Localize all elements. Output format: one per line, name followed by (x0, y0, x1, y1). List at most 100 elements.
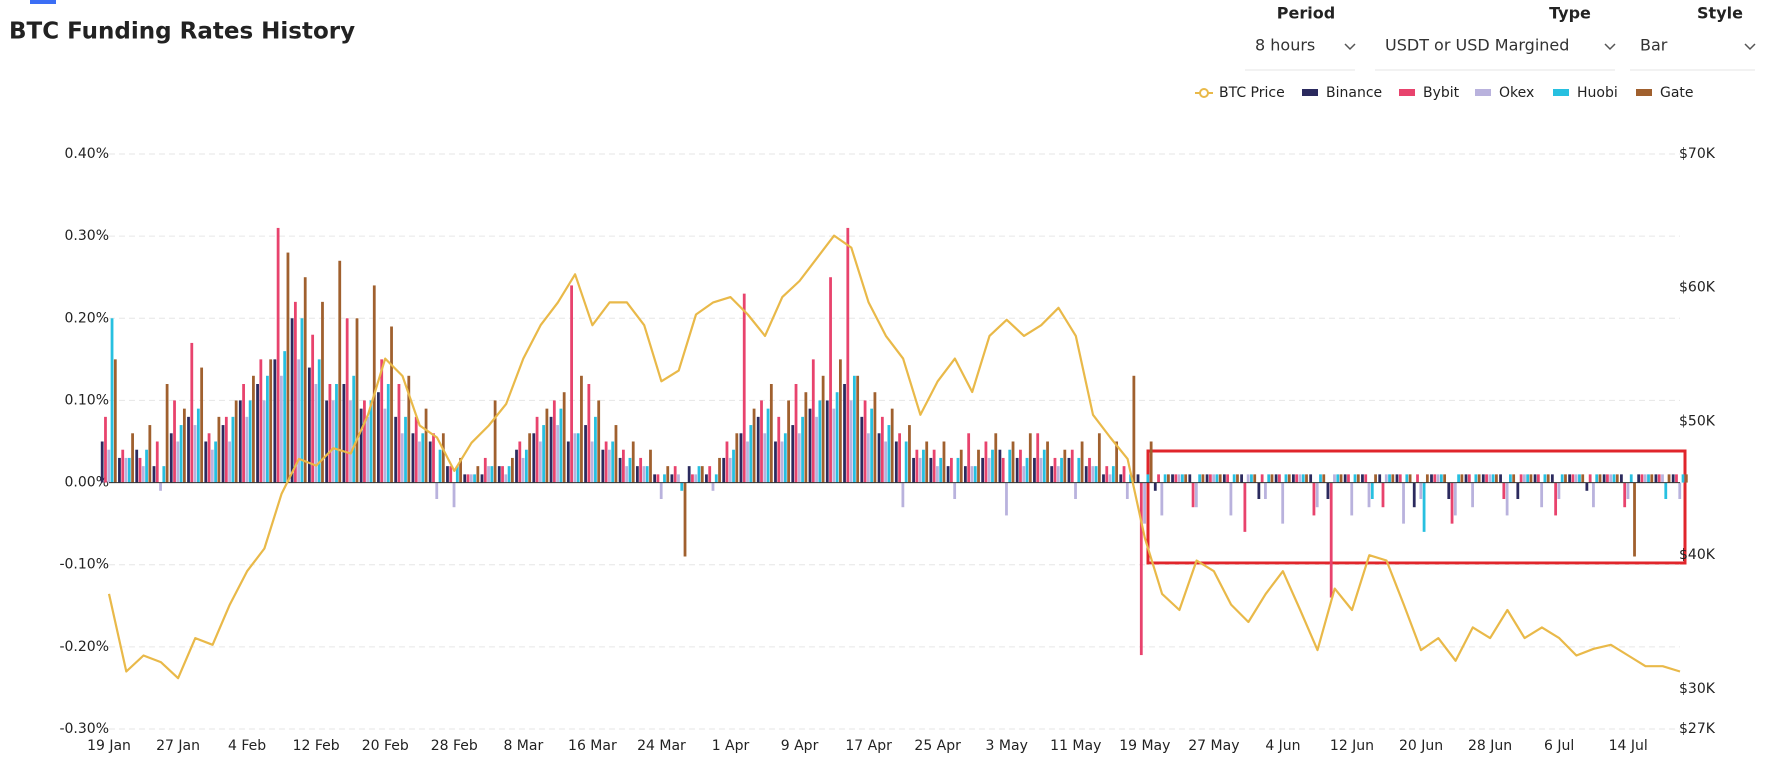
legend-item[interactable]: Binance (1302, 85, 1382, 101)
bar (1560, 474, 1564, 483)
bar (849, 400, 853, 483)
bar (1198, 474, 1202, 483)
bar (683, 482, 687, 557)
bar (307, 367, 311, 483)
bar (490, 466, 494, 483)
bar (262, 400, 266, 483)
x-tick-label: 4 Jun (1265, 738, 1300, 754)
bar (984, 441, 988, 483)
bar (1615, 474, 1619, 483)
bar (576, 433, 580, 483)
bar (273, 359, 277, 483)
bar (904, 441, 908, 483)
bar (1425, 474, 1429, 483)
bar (666, 466, 670, 483)
bar (705, 474, 708, 483)
bar (148, 425, 152, 483)
bar (1208, 474, 1212, 483)
bar (1025, 457, 1029, 483)
bar (1592, 482, 1595, 508)
bar (1267, 474, 1271, 483)
bar (383, 408, 387, 483)
bar (279, 375, 283, 483)
bar (970, 466, 974, 483)
bar (463, 474, 467, 483)
bar (521, 457, 525, 483)
bar (1274, 474, 1278, 483)
bar (1620, 474, 1623, 483)
bar (214, 441, 218, 483)
bar (1343, 474, 1347, 483)
bar (815, 416, 818, 483)
legend-item[interactable]: Gate (1636, 85, 1694, 101)
dropdown[interactable]: Period 8 hours (1245, 4, 1356, 71)
x-tick-label: 1 Apr (712, 738, 750, 754)
bar (507, 466, 511, 483)
bar (1298, 474, 1302, 483)
bar (1661, 474, 1664, 483)
bar (566, 441, 570, 483)
bar (1070, 449, 1074, 483)
bar (915, 449, 919, 483)
bar (256, 384, 259, 483)
y-tick-label: -0.20% (59, 639, 109, 655)
bar (449, 466, 453, 483)
bar (670, 474, 674, 483)
bar (1460, 474, 1464, 483)
bar (535, 416, 539, 483)
bar (621, 449, 625, 483)
bar (1533, 474, 1537, 483)
legend-item[interactable]: Okex (1475, 85, 1534, 101)
bar (898, 433, 901, 483)
bar (1028, 433, 1032, 483)
bar (1080, 441, 1084, 483)
bar (1046, 441, 1049, 483)
dropdown[interactable]: Type USDT or USD Margined (1375, 4, 1616, 71)
bar (887, 425, 891, 483)
bar (639, 457, 643, 483)
y2-tick-label: $70K (1679, 146, 1716, 162)
bar (1467, 474, 1471, 483)
bar (873, 392, 877, 483)
x-tick-label: 19 Jan (87, 738, 131, 754)
legend-item[interactable]: Bybit (1399, 85, 1460, 101)
bar (1042, 449, 1046, 483)
bar (1053, 457, 1057, 483)
bar (1609, 474, 1613, 483)
bar (1336, 474, 1340, 483)
bar (1585, 482, 1589, 491)
bar (1119, 474, 1123, 483)
bar (1350, 482, 1354, 516)
bar (155, 441, 159, 483)
bar (832, 408, 836, 483)
bar (890, 408, 894, 483)
bar (821, 375, 825, 483)
bar (1194, 482, 1198, 508)
bar (1115, 441, 1119, 483)
bar (1495, 474, 1498, 483)
legend-item[interactable]: BTC Price (1195, 85, 1285, 101)
dropdown[interactable]: Style Bar (1630, 4, 1756, 71)
bar (372, 285, 376, 483)
bar (1509, 474, 1512, 483)
bar (863, 400, 867, 483)
bar (1295, 474, 1299, 483)
x-tick-label: 25 Apr (914, 738, 961, 754)
bar (283, 351, 287, 483)
bar (1612, 474, 1616, 483)
legend-swatch (1475, 89, 1491, 96)
control-value: 8 hours (1255, 36, 1315, 55)
bar (1177, 474, 1181, 483)
bar (1398, 474, 1402, 483)
bar (552, 400, 556, 483)
bar (932, 449, 936, 483)
bar (1108, 474, 1112, 483)
bar (829, 277, 832, 483)
bar (524, 449, 528, 483)
bar (231, 416, 235, 483)
bar (338, 260, 342, 483)
legend-item[interactable]: Huobi (1553, 85, 1618, 101)
bar (950, 457, 953, 483)
bar (1447, 482, 1451, 499)
bar (601, 449, 605, 483)
